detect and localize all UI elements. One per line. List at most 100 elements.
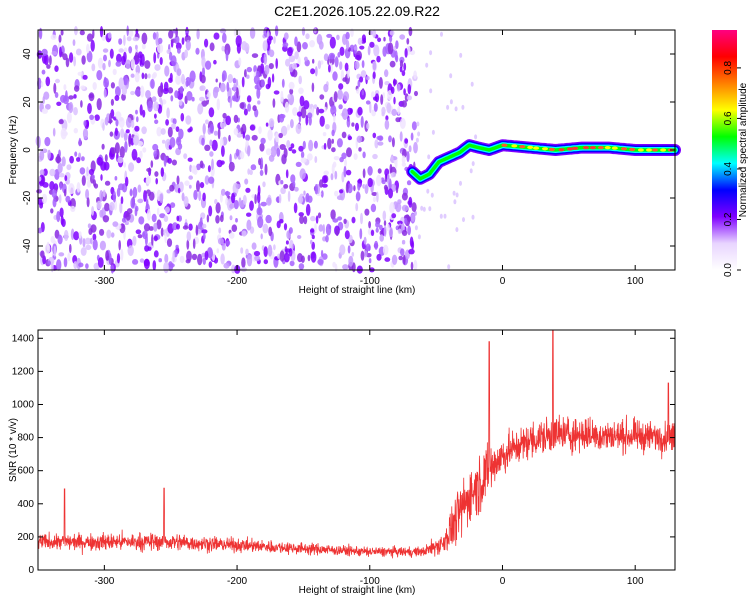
heatmap-cell [174,90,179,99]
heatmap-cell [330,105,337,116]
heatmap-cell [319,115,325,127]
heatmap-cell [373,44,380,57]
heatmap-cell [154,171,159,177]
heatmap-cell [73,231,80,241]
heatmap-cell [205,60,212,70]
heatmap-cell [204,144,211,151]
heatmap-cell [329,36,336,49]
heatmap-cell [146,168,152,172]
heatmap-cell [268,118,275,128]
heatmap-cell [455,227,459,233]
heatmap-cell [116,187,121,197]
heatmap-cell [320,190,324,198]
heatmap-cell [228,161,235,172]
heatmap-cell [413,141,418,154]
heatmap-cell [244,178,249,185]
heatmap-cell [319,94,325,100]
heatmap-cell [264,64,270,75]
heatmap-cell [322,132,327,137]
heatmap-cell [401,155,406,164]
heatmap-cell [253,75,260,85]
heatmap-cell [139,258,145,263]
heatmap-cell [242,131,246,139]
heatmap-cell [280,187,286,195]
heatmap-cell [235,148,240,157]
heatmap-cell [63,188,67,197]
heatmap-cell [229,203,235,209]
heatmap-cell [163,261,170,274]
heatmap-cell [135,44,138,50]
heatmap-cell [347,68,350,79]
heatmap-cell [379,234,385,242]
heatmap-cell [207,165,211,173]
heatmap-cell [85,263,89,269]
heatmap-cell [347,245,351,254]
y-tick-label: -40 [22,238,33,253]
heatmap-cell [231,224,238,232]
heatmap-cell [410,261,414,271]
heatmap-cell [127,245,134,257]
heatmap-cell [52,198,57,208]
heatmap-cell [118,117,125,128]
heatmap-cell [391,108,398,116]
heatmap-cell [330,173,334,181]
heatmap-cell [140,85,145,98]
heatmap-cell [82,238,86,248]
heatmap-cell [130,73,135,78]
heatmap-cell [308,139,314,152]
heatmap-cell [102,62,106,71]
heatmap-cell [81,55,86,65]
heatmap-cell [116,253,121,264]
heatmap-cell [295,123,302,135]
heatmap-cell [80,247,87,256]
heatmap-cell [358,147,362,152]
heatmap-cell [233,199,239,210]
heatmap-cell [220,253,225,265]
heatmap-cell [187,157,193,162]
heatmap-cell [206,247,213,259]
heatmap-cell [208,176,215,184]
heatmap-cell [245,248,249,256]
heatmap-cell [305,114,309,126]
heatmap-cell [342,77,348,82]
heatmap-cell [353,185,356,192]
heatmap-cell [251,53,259,58]
heatmap-cell [454,106,458,112]
heatmap-cell [377,168,382,174]
heatmap-cell [310,68,316,75]
heatmap-cell [229,232,235,239]
heatmap-cell [274,25,279,37]
heatmap-cell [74,85,80,92]
heatmap-cell [156,219,162,230]
heatmap-cell [334,56,339,68]
heatmap-cell [204,250,209,261]
heatmap-cell [147,246,152,251]
heatmap-cell [368,258,372,264]
heatmap-cell [215,78,218,83]
heatmap-cell [163,81,169,92]
heatmap-cell [249,27,256,39]
heatmap-cell [408,26,413,37]
heatmap-cell [376,135,383,141]
heatmap-cell [339,46,345,56]
heatmap-cell [386,173,390,185]
heatmap-cell [110,232,115,238]
heatmap-cell [413,210,417,216]
heatmap-cell [351,252,355,257]
heatmap-cell [268,63,274,70]
heatmap-cell [53,82,57,94]
heatmap-cell [191,96,195,102]
heatmap-cell [152,143,159,151]
heatmap-cell [87,223,92,229]
heatmap-cell [428,206,432,212]
heatmap-cell [406,180,412,186]
heatmap-cell [254,194,257,205]
heatmap-cell [209,123,214,134]
heatmap-cell [110,264,115,274]
heatmap-cell [97,57,104,69]
heatmap-cell [235,218,238,223]
heatmap-cell [276,147,281,157]
colorbar-tick-label: 0.2 [723,212,734,226]
heatmap-cell [44,244,51,254]
heatmap-cell [141,43,146,50]
